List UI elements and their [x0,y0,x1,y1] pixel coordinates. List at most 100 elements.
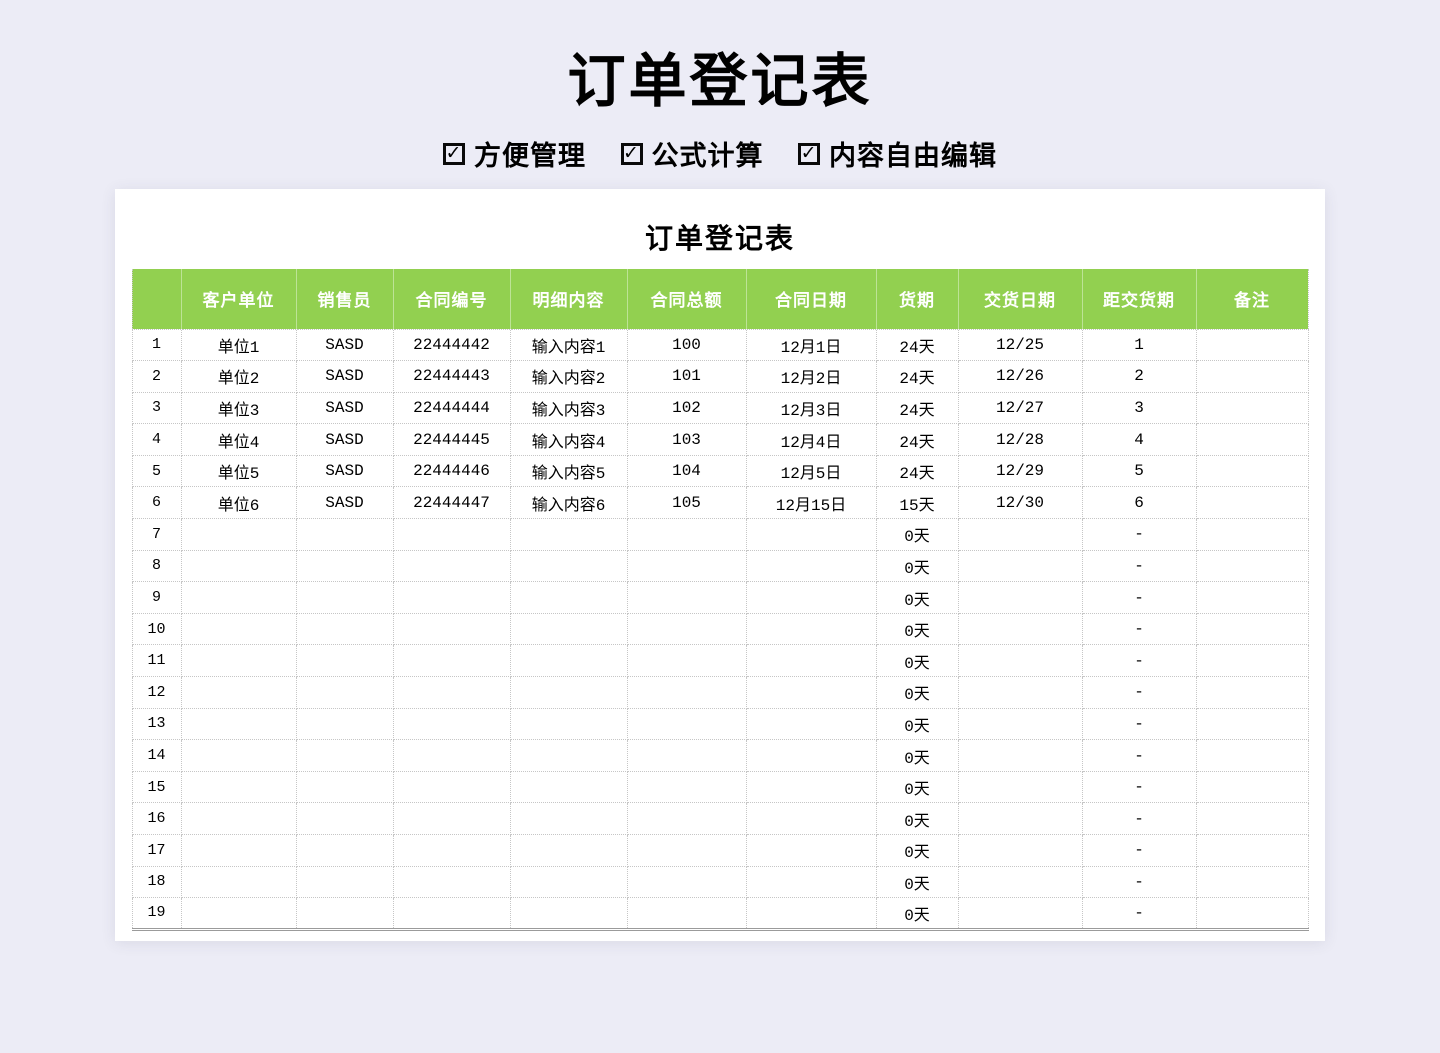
table-cell [746,613,876,645]
table-cell: 105 [627,487,746,519]
table-cell: 0天 [876,582,958,614]
table-cell: - [1082,519,1196,551]
table-cell [1196,740,1308,772]
table-header-row: 客户单位销售员合同编号明细内容合同总额合同日期货期交货日期距交货期备注 [132,269,1308,329]
table-cell [627,803,746,835]
row-number: 15 [132,771,181,803]
table-cell [510,866,627,898]
table-cell: 24天 [876,424,958,456]
row-number: 2 [132,361,181,393]
table-cell [510,771,627,803]
table-cell [181,519,296,551]
table-cell: SASD [296,424,393,456]
table-cell: - [1082,677,1196,709]
table-cell [1196,835,1308,867]
table-cell [296,677,393,709]
table-cell [958,613,1082,645]
table-cell: 2 [1082,361,1196,393]
table-cell [746,771,876,803]
table-cell [746,708,876,740]
table-row: 160天- [132,803,1308,835]
table-cell: 4 [1082,424,1196,456]
checkbox-icon: ✓ [798,143,820,165]
column-header: 备注 [1196,269,1308,329]
table-row: 4单位4SASD22444445输入内容410312月4日24天12/284 [132,424,1308,456]
table-cell [510,582,627,614]
table-cell [510,550,627,582]
table-cell [1196,582,1308,614]
table-cell [296,803,393,835]
table-cell [1196,708,1308,740]
table-cell [958,771,1082,803]
row-number: 9 [132,582,181,614]
table-cell [627,677,746,709]
table-cell [181,550,296,582]
table-cell [746,645,876,677]
table-cell [393,803,510,835]
table-cell [627,708,746,740]
feature-item: ✓ 内容自由编辑 [798,134,997,173]
table-cell: 单位1 [181,329,296,361]
page: 订单登记表 ✓ 方便管理 ✓ 公式计算 ✓ 内容自由编辑 订单登记表 [0,34,1440,941]
table-cell [958,645,1082,677]
table-cell [627,771,746,803]
table-cell [746,866,876,898]
table-cell [393,771,510,803]
table-cell: 24天 [876,361,958,393]
table-cell [393,898,510,930]
sheet-title: 订单登记表 [115,189,1325,257]
table-cell: 22444446 [393,455,510,487]
table-cell: 24天 [876,455,958,487]
row-number: 4 [132,424,181,456]
table-cell [1196,866,1308,898]
table-cell: 0天 [876,550,958,582]
checkbox-icon: ✓ [621,143,643,165]
corner-cell [132,269,181,329]
table-row: 140天- [132,740,1308,772]
table-cell [181,613,296,645]
table-cell: 0天 [876,708,958,740]
table-cell [296,740,393,772]
table-cell: 12/25 [958,329,1082,361]
table-cell: 24天 [876,392,958,424]
table-cell [181,898,296,930]
table-cell [627,519,746,551]
table-cell: 0天 [876,613,958,645]
table-cell [296,582,393,614]
table-cell: 101 [627,361,746,393]
table-cell [181,771,296,803]
table-cell [627,613,746,645]
table-cell [1196,424,1308,456]
table-cell: 输入内容2 [510,361,627,393]
table-cell: 输入内容6 [510,487,627,519]
row-number: 11 [132,645,181,677]
table-cell: 0天 [876,519,958,551]
row-number: 1 [132,329,181,361]
column-header: 明细内容 [510,269,627,329]
table-row: 130天- [132,708,1308,740]
row-number: 19 [132,898,181,930]
column-header: 合同总额 [627,269,746,329]
table-cell: 0天 [876,771,958,803]
table-cell [627,645,746,677]
table-cell [1196,550,1308,582]
page-title: 订单登记表 [0,34,1440,118]
column-header: 合同日期 [746,269,876,329]
table-cell: SASD [296,361,393,393]
table-cell: 3 [1082,392,1196,424]
feature-label: 公式计算 [652,134,764,173]
table-cell [958,866,1082,898]
row-number: 13 [132,708,181,740]
table-cell [393,550,510,582]
table-cell [1196,898,1308,930]
table-cell [181,740,296,772]
table-cell: - [1082,645,1196,677]
table-cell [1196,392,1308,424]
row-number: 12 [132,677,181,709]
table-cell: 100 [627,329,746,361]
table-cell [627,898,746,930]
table-cell [958,677,1082,709]
table-cell: 输入内容3 [510,392,627,424]
table-row: 3单位3SASD22444444输入内容310212月3日24天12/273 [132,392,1308,424]
table-cell [958,550,1082,582]
